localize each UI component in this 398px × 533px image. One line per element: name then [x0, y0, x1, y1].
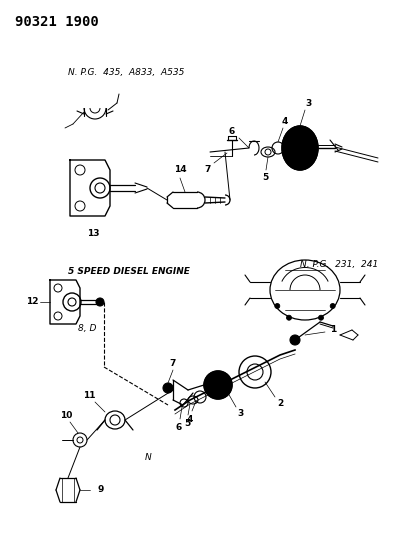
- Text: 1: 1: [330, 326, 336, 335]
- Text: 4: 4: [187, 415, 193, 424]
- Text: 4: 4: [282, 117, 288, 126]
- Text: 13: 13: [87, 230, 99, 238]
- Text: 14: 14: [174, 166, 186, 174]
- Text: 5: 5: [262, 174, 268, 182]
- Text: 5 SPEED DIESEL ENGINE: 5 SPEED DIESEL ENGINE: [68, 268, 190, 277]
- Text: 6: 6: [229, 127, 235, 136]
- Text: 5: 5: [184, 418, 190, 427]
- Text: 8, D: 8, D: [78, 324, 96, 333]
- Text: N. P.G.  231,  241: N. P.G. 231, 241: [300, 261, 378, 270]
- Text: 2: 2: [277, 400, 283, 408]
- Ellipse shape: [282, 126, 318, 170]
- Circle shape: [318, 315, 324, 320]
- Text: 6: 6: [176, 423, 182, 432]
- Circle shape: [204, 371, 232, 399]
- Circle shape: [275, 303, 280, 309]
- Circle shape: [287, 315, 291, 320]
- Text: N: N: [144, 454, 151, 463]
- Circle shape: [163, 383, 173, 393]
- Text: 3: 3: [305, 100, 311, 109]
- Circle shape: [290, 335, 300, 345]
- Circle shape: [96, 298, 104, 306]
- Text: N. P.G.  435,  A833,  A535: N. P.G. 435, A833, A535: [68, 68, 184, 77]
- Text: 9: 9: [98, 486, 104, 495]
- Circle shape: [330, 303, 335, 309]
- Text: 10: 10: [60, 411, 72, 421]
- Text: 3: 3: [238, 408, 244, 417]
- Text: 7: 7: [205, 166, 211, 174]
- Text: 11: 11: [83, 392, 95, 400]
- Text: 90321 1900: 90321 1900: [15, 15, 99, 29]
- Text: 12: 12: [26, 297, 38, 306]
- Text: 7: 7: [170, 359, 176, 368]
